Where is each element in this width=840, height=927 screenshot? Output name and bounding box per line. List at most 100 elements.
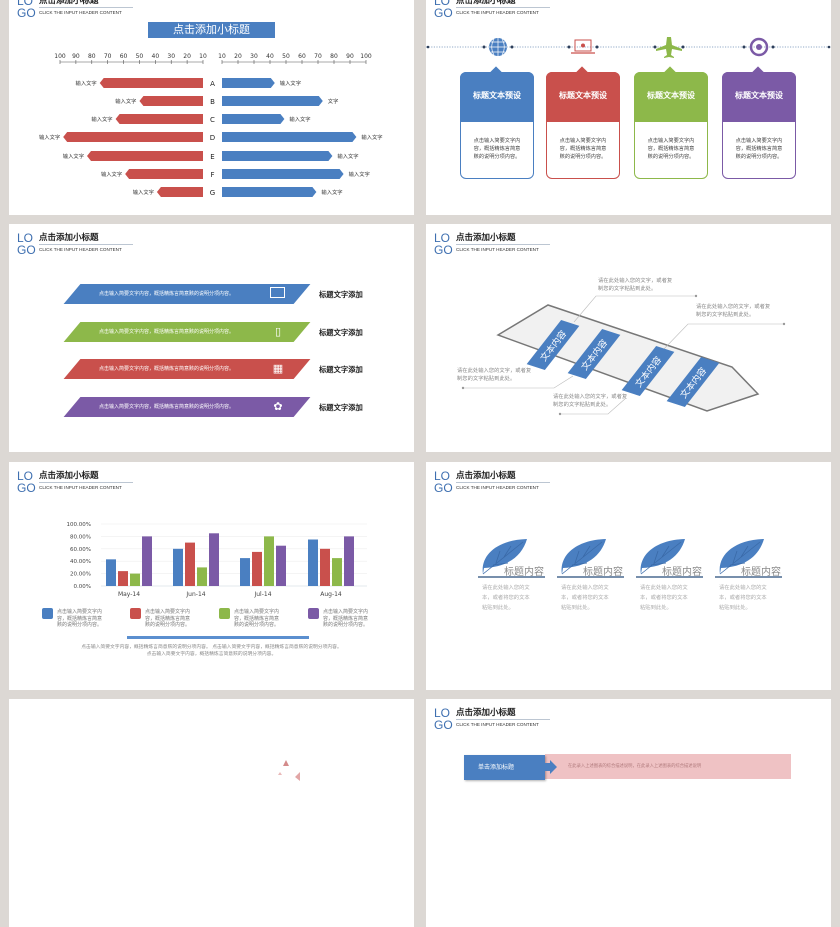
list-row[interactable]: 点击输入简要文字内容，概括精炼言简意赅的说明分项内容。 ▦ 标题文字添加 bbox=[9, 224, 414, 452]
description-box bbox=[545, 754, 791, 779]
right-bar bbox=[222, 151, 333, 161]
leaf-item[interactable]: 标题内容 请在此处输入您的文 本，或者将您的文本 粘贴到此处。 bbox=[557, 536, 627, 616]
column-bar bbox=[106, 559, 116, 586]
row-label: 标题文字添加 bbox=[319, 328, 363, 337]
right-bar bbox=[222, 114, 285, 124]
legend-swatch bbox=[308, 608, 319, 619]
left-tick-label: 10 bbox=[199, 53, 207, 60]
column-bar bbox=[142, 536, 152, 586]
slide-subtitle: CLICK THE INPUT HEADER CONTENT bbox=[39, 247, 122, 252]
leaf-body-line: 本，或者将您的文本 bbox=[482, 595, 530, 601]
leaf-item[interactable]: 标题内容 请在此处输入您的文 本，或者将您的文本 粘贴到此处。 bbox=[636, 536, 706, 616]
column-bar bbox=[240, 558, 250, 586]
leaf-body-line: 请在此处输入您的文 bbox=[719, 585, 767, 591]
list-row[interactable]: 点击输入简要文字内容，概括精炼言简意赅的说明分项内容。 ▯ 标题文字添加 bbox=[9, 224, 414, 452]
logo-bottom: GO bbox=[17, 6, 36, 20]
category-label: G bbox=[210, 189, 215, 197]
legend-swatch bbox=[130, 608, 141, 619]
right-tick-label: 80 bbox=[330, 53, 338, 60]
legend-item[interactable]: 点击输入简要文字内 容，概括精炼言简意 赅的说明分项内容。 bbox=[130, 608, 215, 632]
column-bar bbox=[344, 536, 354, 586]
logo-top: LO bbox=[17, 231, 34, 245]
callout-text: 制您的文字粘贴到此处。 bbox=[457, 376, 516, 382]
left-bar bbox=[87, 151, 203, 161]
slide-subtitle: CLICK THE INPUT HEADER CONTENT bbox=[456, 722, 539, 727]
left-tick-label: 30 bbox=[167, 53, 175, 60]
column-bar bbox=[209, 533, 219, 586]
slide-subtitle: CLICK THE INPUT HEADER CONTENT bbox=[456, 485, 539, 490]
slide-timeline-cards[interactable]: LO GO 点击添加小标题 CLICK THE INPUT HEADER CON… bbox=[426, 0, 831, 215]
paragraph-line-1: 点击输入简要文字内容，概括精炼言简意赅的说明分项内容。 点击输入简要文字内容，概… bbox=[81, 645, 342, 650]
card-body-line: 容，概括精炼言简意 bbox=[559, 146, 607, 152]
clock-icon bbox=[749, 37, 769, 57]
leaf-icon bbox=[715, 539, 782, 578]
card-body-line: 赅的说明分项内容。 bbox=[559, 154, 607, 160]
slide-column-chart[interactable]: LO GO 点击添加小标题 CLICK THE INPUT HEADER CON… bbox=[9, 462, 414, 690]
list-row[interactable]: 点击输入简要文字内容，概括精炼言简意赅的说明分项内容。 ✿ 标题文字添加 bbox=[9, 224, 414, 452]
right-tick-label: 90 bbox=[346, 53, 354, 60]
right-bar-label: 输入文字 bbox=[321, 188, 342, 196]
leaf-item[interactable]: 标题内容 请在此处输入您的文 本，或者将您的文本 粘贴到此处。 bbox=[478, 536, 548, 616]
card-body-line: 容，概括精炼言简意 bbox=[473, 146, 521, 152]
left-tick-label: 100 bbox=[54, 53, 66, 60]
laptop-icon bbox=[571, 39, 595, 54]
right-tick-label: 60 bbox=[298, 53, 306, 60]
slide-isometric-tags[interactable]: LO GO 点击添加小标题 CLICK THE INPUT HEADER CON… bbox=[426, 224, 831, 452]
legend-item[interactable]: 点击输入简要文字内 容，概括精炼言简意 赅的说明分项内容。 bbox=[42, 608, 127, 632]
right-bar bbox=[222, 169, 344, 179]
legend-item[interactable]: 点击输入简要文字内 容，概括精炼言简意 赅的说明分项内容。 bbox=[219, 608, 304, 632]
left-bar-label: 输入文字 bbox=[63, 152, 84, 160]
leaf-item[interactable]: 标题内容 请在此处输入您的文 本，或者将您的文本 粘贴到此处。 bbox=[715, 536, 785, 616]
leaf-title: 标题内容 bbox=[583, 567, 623, 578]
legend-text: 点击输入简要文字内 bbox=[145, 609, 191, 615]
info-card[interactable]: 标题文本预设 点击输入简要文字内 容，概括精炼言简意 赅的说明分项内容。 bbox=[460, 66, 534, 179]
slide-blank[interactable] bbox=[9, 699, 414, 927]
left-bar-label: 输入文字 bbox=[91, 115, 112, 123]
card-body-line: 点击输入简要文字内 bbox=[647, 138, 695, 144]
column-bar bbox=[130, 573, 140, 586]
left-bar-label: 输入文字 bbox=[115, 97, 136, 105]
right-tick-label: 10 bbox=[218, 53, 226, 60]
logo-top: LO bbox=[434, 706, 451, 720]
card-title: 标题文本预设 bbox=[647, 91, 695, 100]
info-card[interactable]: 标题文本预设 点击输入简要文字内 容，概括精炼言简意 赅的说明分项内容。 bbox=[634, 66, 708, 179]
legend-text: 容，概括精炼言简意 bbox=[145, 615, 191, 622]
card-header bbox=[546, 72, 620, 122]
callout-text: 请在此处输入您的文字，或者复 bbox=[598, 278, 673, 284]
left-tick-label: 40 bbox=[152, 53, 160, 60]
card-body-line: 点击输入简要文字内 bbox=[559, 138, 607, 144]
list-row[interactable]: 点击输入简要文字内容，概括精炼言简意赅的说明分项内容。 标题文字添加 bbox=[9, 224, 414, 452]
y-tick-label: 20.00% bbox=[70, 572, 91, 578]
slide-leaf-items[interactable]: LO GO 点击添加小标题 CLICK THE INPUT HEADER CON… bbox=[426, 462, 831, 690]
y-tick-label: 60.00% bbox=[70, 547, 91, 553]
legend-text: 点击输入简要文字内 bbox=[323, 609, 369, 615]
left-bar bbox=[115, 114, 203, 124]
right-tick-label: 20 bbox=[234, 53, 242, 60]
legend-text: 赅的说明分项内容。 bbox=[57, 622, 103, 628]
calendar-icon: ▦ bbox=[272, 362, 284, 375]
right-tick-label: 40 bbox=[266, 53, 274, 60]
leaf-title: 标题内容 bbox=[741, 567, 781, 578]
slide-parallelogram-list[interactable]: LO GO 点击添加小标题 CLICK THE INPUT HEADER CON… bbox=[9, 224, 414, 452]
info-card[interactable]: 标题文本预设 点击输入简要文字内 容，概括精炼言简意 赅的说明分项内容。 bbox=[546, 66, 620, 179]
legend-text: 点击输入简要文字内 bbox=[57, 609, 103, 615]
legend-item[interactable]: 点击输入简要文字内 容，概括精炼言简意 赅的说明分项内容。 bbox=[308, 608, 393, 632]
left-bar bbox=[63, 132, 203, 142]
slide-arrow-box[interactable]: LO GO 点击添加小标题 CLICK THE INPUT HEADER CON… bbox=[426, 699, 831, 927]
leaf-icon bbox=[636, 539, 703, 578]
legend-text: 赅的说明分项内容。 bbox=[234, 622, 280, 628]
left-bar-label: 输入文字 bbox=[76, 79, 97, 87]
leaf-body-line: 粘贴到此处。 bbox=[482, 605, 514, 611]
logo-bottom: GO bbox=[434, 6, 453, 20]
category-label: D bbox=[210, 134, 215, 142]
leaf-body-line: 请在此处输入您的文 bbox=[640, 585, 688, 591]
card-header bbox=[460, 72, 534, 122]
left-bar-label: 输入文字 bbox=[101, 170, 122, 178]
right-tick-label: 100 bbox=[360, 53, 372, 60]
right-bar-label: 输入文字 bbox=[337, 152, 358, 160]
card-title: 标题文本预设 bbox=[735, 91, 783, 100]
card-body-line: 容，概括精炼言简意 bbox=[735, 146, 783, 152]
slide-butterfly-chart[interactable]: LO GO 点击添加小标题 CLICK THE INPUT HEADER CON… bbox=[9, 0, 414, 215]
info-card[interactable]: 标题文本预设 点击输入简要文字内 容，概括精炼言简意 赅的说明分项内容。 bbox=[722, 66, 796, 179]
card-body-line: 赅的说明分项内容。 bbox=[473, 154, 521, 160]
